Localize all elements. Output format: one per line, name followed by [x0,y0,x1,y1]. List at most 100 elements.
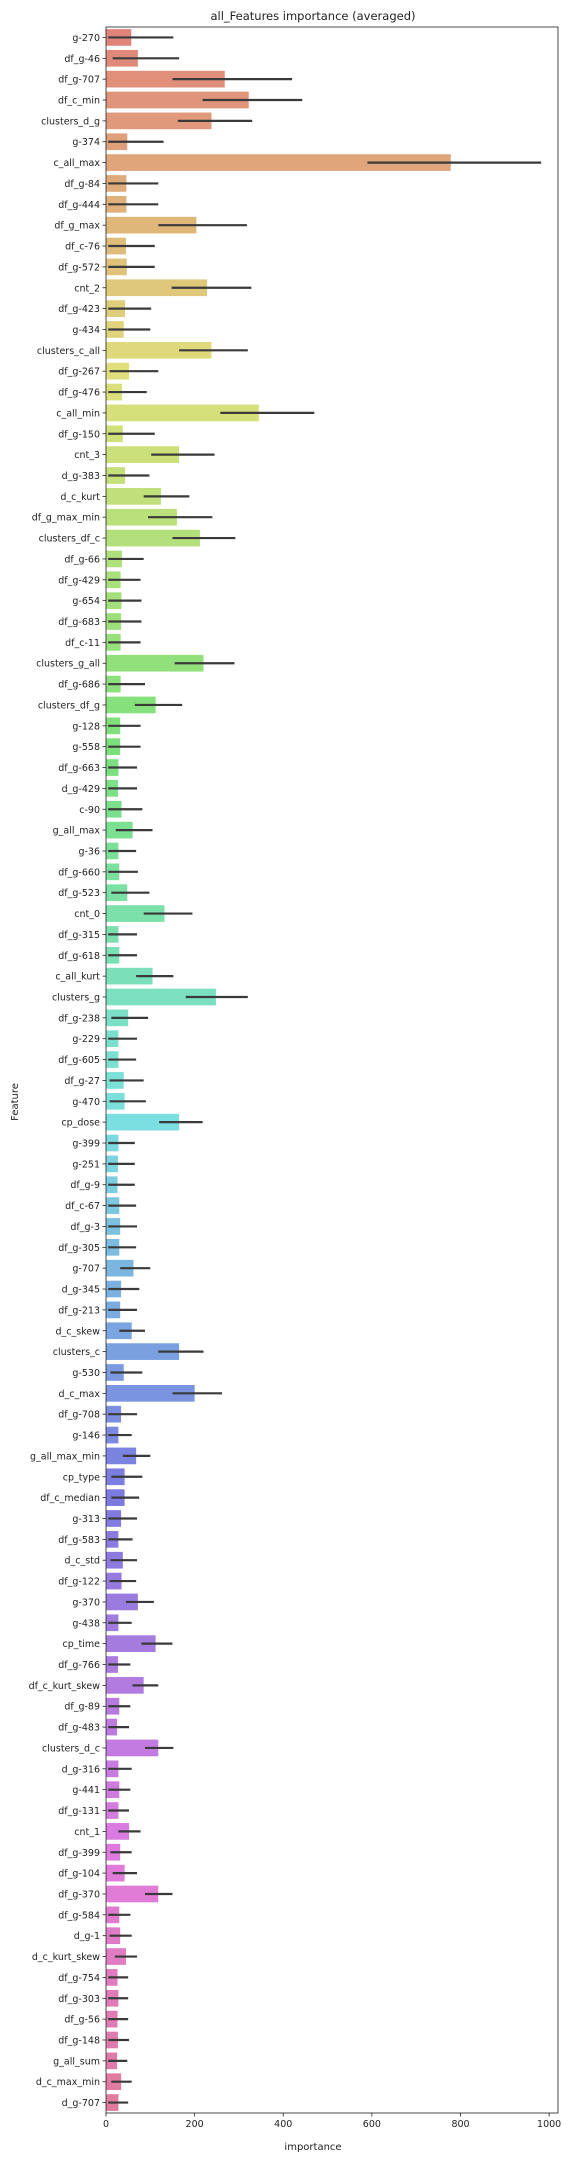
y-tick-label: g_all_max_min [30,1451,100,1462]
y-tick-label: df_g-56 [64,2015,100,2026]
y-tick-label: d_g-316 [62,1764,100,1775]
y-tick-label: df_g-148 [58,2035,100,2046]
y-tick-label: df_g-583 [58,1535,100,1546]
error-bars-layer [108,36,542,2104]
y-axis-label: Feature [10,1083,21,1121]
y-tick-label: g-313 [72,1514,100,1525]
bar-c_all_kurt [106,967,153,985]
y-tick-label: df_c_median [40,1493,100,1504]
y-tick-label: df_c-67 [65,1201,100,1212]
y-tick-label: df_g-444 [58,200,100,211]
y-tick-label: df_g-122 [58,1577,100,1588]
bar-clusters_g_all [106,654,204,672]
x-tick-label: 1000 [537,2119,561,2130]
y-tick-label: g-36 [78,846,100,857]
y-tick-label: df_c-76 [65,242,100,253]
x-tick-label: 200 [186,2119,204,2130]
y-tick-label: g-707 [72,1264,100,1275]
bar-cnt_1 [106,1823,130,1840]
bar-clusters_df_g [106,696,156,714]
y-tick-label: d_g-429 [62,784,100,795]
y-tick-label: df_g-476 [58,388,100,399]
y-tick-label: df_g-303 [58,1994,100,2005]
y-tick-label: g-434 [72,325,100,336]
y-tick-label: d_c_std [65,1556,100,1567]
y-tick-label: d_c_kurt [60,492,100,503]
y-tick-label: df_c-11 [65,638,100,649]
bar-df_g_max [106,216,197,234]
y-tick-label: g-441 [72,1785,100,1796]
y-tick-label: df_g-267 [58,367,100,378]
y-tick-label: df_g-213 [58,1305,100,1316]
y-tick-label: d_g-383 [62,471,100,482]
bar-cnt_3 [106,446,180,463]
y-tick-label: d_c_max_min [36,2077,100,2088]
y-tick-label: d_g-1 [74,1931,100,1942]
y-tick-label: df_g-150 [58,429,100,440]
bar-clusters_df_c [106,529,200,547]
y-tick-label: g-374 [72,137,100,148]
plot-frame [105,26,559,2114]
y-tick-label: df_g-483 [58,1723,100,1734]
y-tick-label: df_g-89 [64,1702,100,1713]
x-tick-label: 600 [363,2119,381,2130]
y-tick-label: df_g-66 [64,554,100,565]
bar-df_g-370 [106,1885,159,1903]
bar-clusters_d_c [106,1739,159,1757]
y-tick-label: df_g-707 [58,75,100,86]
y-tick-label: c-90 [79,805,100,816]
y-tick-label: df_g-584 [58,1910,100,1921]
y-tick-label: g-270 [72,33,100,44]
y-tick-label: g-470 [72,1097,100,1108]
y-tick-label: cp_dose [61,1118,100,1129]
bar-df_g-707 [106,70,225,88]
bar-clusters_d_g [106,112,212,130]
y-tick-label: g-229 [72,1034,100,1045]
y-tick-label: df_g-523 [58,888,100,899]
bar-clusters_g [106,988,216,1006]
bar-df_c_min [106,91,249,109]
y-tick-label: df_g-238 [58,1013,100,1024]
y-tick-label: df_g-766 [58,1660,100,1671]
y-tick-label: cnt_3 [74,450,100,461]
bar-c_all_max [106,154,451,171]
y-tick-label: c_all_kurt [55,972,100,983]
bars-layer [106,29,451,2111]
y-ticks-layer: g-270 df_g-46 df_g-707 df_c_min clusters_d_g… [29,33,106,2109]
y-tick-label: c_all_max [53,158,100,169]
y-tick-label: g-438 [72,1618,100,1629]
y-tick-label: df_g-686 [58,680,100,691]
bar-cp_dose [106,1113,180,1131]
y-tick-label: df_g-84 [64,179,100,190]
y-tick-label: df_c_min [58,96,100,107]
y-tick-label: df_g-9 [70,1180,100,1191]
y-tick-label: g-558 [72,742,100,753]
y-tick-label: df_g-305 [58,1243,100,1254]
y-tick-label: df_g-605 [58,1055,100,1066]
y-tick-label: clusters_df_g [38,700,100,711]
y-tick-label: cp_type [63,1472,100,1483]
y-tick-label: df_g-663 [58,763,100,774]
y-tick-label: g_all_sum [53,2056,100,2067]
y-tick-label: df_c_kurt_skew [29,1681,101,1692]
y-tick-label: df_g-429 [58,575,100,586]
y-tick-label: g_all_max [53,826,101,837]
y-tick-label: d_c_max [59,1389,101,1400]
y-tick-label: df_g-572 [58,262,100,273]
y-tick-label: g-530 [72,1368,100,1379]
y-tick-label: df_g-683 [58,617,100,628]
y-tick-label: g-146 [72,1431,100,1442]
y-tick-label: df_g-754 [58,1973,100,1984]
y-tick-label: df_g-423 [58,304,100,315]
bar-c_all_min [106,404,259,422]
y-tick-label: g-654 [72,596,100,607]
bar-g_all_max_min [106,1447,137,1465]
y-tick-label: g-399 [72,1139,100,1150]
y-tick-label: df_g-131 [58,1806,100,1817]
bar-d_c_kurt [106,488,161,505]
y-tick-label: df_g_max [54,221,100,232]
y-tick-label: d_c_kurt_skew [32,1952,100,1963]
y-tick-label: df_g-315 [58,930,100,941]
y-tick-label: d_g-345 [62,1285,100,1296]
